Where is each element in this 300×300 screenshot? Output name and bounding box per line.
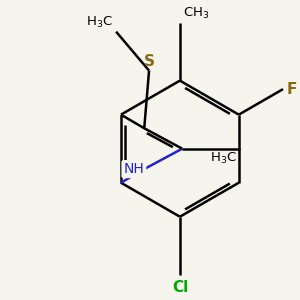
- Text: CH$_3$: CH$_3$: [183, 6, 210, 21]
- Text: NH: NH: [124, 162, 144, 176]
- Text: H$_3$C: H$_3$C: [86, 15, 113, 30]
- Text: S: S: [144, 54, 154, 69]
- Text: H$_3$C: H$_3$C: [210, 151, 237, 166]
- Text: F: F: [287, 82, 298, 97]
- Text: Cl: Cl: [172, 280, 188, 295]
